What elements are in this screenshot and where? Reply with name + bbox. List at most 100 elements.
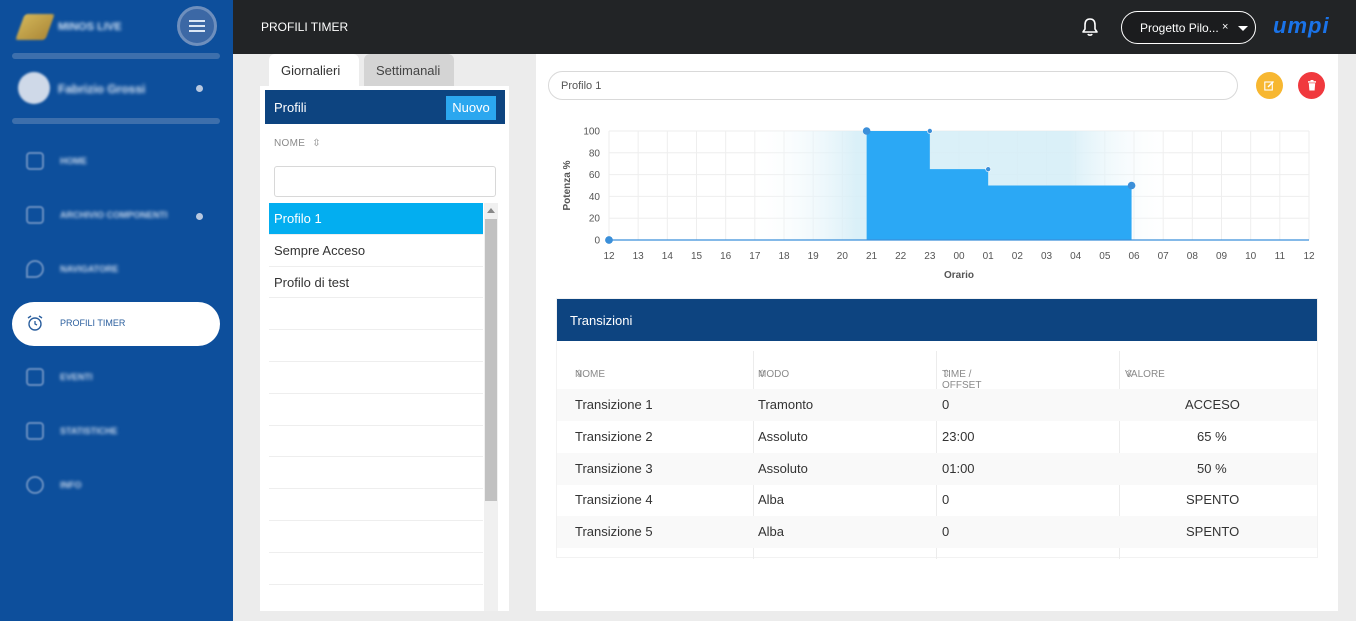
table-row[interactable]: Transizione 3 Assoluto 01:00 50 % <box>557 453 1317 485</box>
cell-modo: Assoluto <box>758 461 808 476</box>
sidebar-item-eventi[interactable]: EVENTI <box>12 356 220 400</box>
sidebar-item-profili-timer[interactable]: PROFILI TIMER <box>12 302 220 346</box>
sidebar-item-label: EVENTI <box>60 372 93 382</box>
divider <box>12 53 220 59</box>
y-tick-label: 60 <box>589 170 601 181</box>
cell-valore: 65 % <box>1197 429 1227 444</box>
chevron-down-icon <box>1238 26 1248 31</box>
delete-button[interactable] <box>1298 72 1325 99</box>
empty-row <box>269 394 483 426</box>
edit-button[interactable] <box>1256 72 1283 99</box>
sidebar-item-info[interactable]: INFO <box>12 464 220 508</box>
sidebar-item-statistiche[interactable]: STATISTICHE <box>12 410 220 454</box>
y-axis-label: Potenza % <box>562 160 573 210</box>
transition-point <box>605 236 613 244</box>
list-scrollbar[interactable] <box>484 203 498 611</box>
column-label: VALORE <box>1125 369 1165 380</box>
x-tick-label: 05 <box>1099 251 1111 262</box>
x-axis-label: Orario <box>944 270 974 281</box>
cell-nome: Transizione 5 <box>575 524 653 539</box>
column-label: MODO <box>758 369 790 380</box>
x-tick-label: 19 <box>808 251 820 262</box>
x-tick-label: 23 <box>924 251 936 262</box>
tab-settimanali[interactable]: Settimanali <box>364 54 454 86</box>
tab-giornalieri[interactable]: Giornalieri <box>269 54 359 86</box>
x-tick-label: 07 <box>1158 251 1170 262</box>
app-name: MINOS LIVE <box>58 21 122 33</box>
scroll-up-icon[interactable] <box>487 208 495 213</box>
cell-modo: Assoluto <box>758 429 808 444</box>
sidebar-item-label: ARCHIVIO COMPONENTI <box>60 210 168 220</box>
chevron-icon <box>196 213 203 220</box>
transition-point <box>985 166 991 172</box>
empty-row <box>269 521 483 553</box>
x-tick-label: 17 <box>749 251 761 262</box>
sidebar: MINOS LIVE Fabrizio Grossi HOME ARCHIVIO… <box>0 0 233 621</box>
x-tick-label: 00 <box>953 251 965 262</box>
cell-time: 0 <box>942 492 950 507</box>
table-header: NOME ⇳ MODO ⇳ TIME / OFFSET ⇳ VALORE ⇳ <box>557 363 1317 391</box>
sidebar-item-home[interactable]: HOME <box>12 140 220 184</box>
sidebar-item-archivio[interactable]: ARCHIVIO COMPONENTI <box>12 194 220 238</box>
sidebar-item-label: HOME <box>60 156 87 166</box>
cell-time: 23:00 <box>942 429 975 444</box>
profiles-panel: Profili Nuovo NOME ⇳ Profilo 1 Sempre Ac… <box>260 86 509 611</box>
list-item[interactable]: Profilo 1 <box>269 203 483 235</box>
empty-row <box>269 298 483 331</box>
sort-icon: ⇳ <box>1125 369 1134 380</box>
x-tick-label: 11 <box>1275 251 1286 262</box>
user-profile[interactable]: Fabrizio Grossi <box>18 72 218 106</box>
profile-name-input[interactable] <box>548 71 1238 100</box>
list-icon <box>26 368 44 386</box>
table-row[interactable]: Transizione 5 Alba 0 SPENTO <box>557 516 1317 548</box>
sidebar-item-label: PROFILI TIMER <box>60 318 126 328</box>
sidebar-item-label: STATISTICHE <box>60 426 118 436</box>
bell-icon[interactable] <box>1079 16 1101 38</box>
sidebar-item-label: NAVIGATORE <box>60 264 119 274</box>
cell-modo: Alba <box>758 524 785 539</box>
x-tick-label: 13 <box>633 251 645 262</box>
transitions-title: Transizioni <box>557 299 1317 341</box>
x-tick-label: 20 <box>837 251 849 262</box>
table-row[interactable]: Transizione 1 Tramonto 0 ACCESO <box>557 389 1317 421</box>
clear-icon[interactable]: × <box>1222 21 1229 33</box>
name-column-header[interactable]: NOME ⇳ <box>274 138 321 149</box>
avatar <box>18 72 50 104</box>
transition-point <box>862 127 871 135</box>
cell-nome: Transizione 3 <box>575 461 653 476</box>
x-tick-label: 02 <box>1012 251 1024 262</box>
info-icon <box>26 476 44 494</box>
page-title: PROFILI TIMER <box>261 20 349 34</box>
list-item[interactable]: Sempre Acceso <box>269 235 483 267</box>
edit-icon <box>1264 81 1274 91</box>
transitions-table: Transizioni NOME ⇳ MODO ⇳ TIME / OFFSET … <box>557 299 1317 559</box>
sort-icon: ⇳ <box>758 369 767 380</box>
table-row[interactable]: Transizione 4 Alba 0 SPENTO <box>557 484 1317 516</box>
x-tick-label: 03 <box>1041 251 1053 262</box>
profiles-title: Profili <box>274 100 307 115</box>
x-tick-label: 04 <box>1070 251 1082 262</box>
cell-nome: Transizione 1 <box>575 397 653 412</box>
power-area <box>609 131 1132 240</box>
menu-toggle-button[interactable] <box>177 6 217 46</box>
x-tick-label: 22 <box>895 251 907 262</box>
profile-filter-input[interactable] <box>274 166 496 197</box>
cart-icon <box>26 206 44 224</box>
scrollbar-thumb[interactable] <box>485 219 497 501</box>
project-select[interactable]: Progetto Pilo... × <box>1121 11 1256 44</box>
x-tick-label: 18 <box>778 251 790 262</box>
x-tick-label: 08 <box>1187 251 1199 262</box>
cell-time: 0 <box>942 397 950 412</box>
new-profile-button[interactable]: Nuovo <box>446 96 496 120</box>
empty-row <box>269 362 483 394</box>
y-tick-label: 80 <box>589 148 601 159</box>
sidebar-item-navigatore[interactable]: NAVIGATORE <box>12 248 220 292</box>
sidebar-item-label: INFO <box>60 480 82 490</box>
empty-row <box>269 330 483 362</box>
cell-nome: Transizione 2 <box>575 429 653 444</box>
list-item[interactable]: Profilo di test <box>269 267 483 299</box>
x-tick-label: 09 <box>1216 251 1228 262</box>
table-row[interactable]: Transizione 2 Assoluto 23:00 65 % <box>557 421 1317 453</box>
profiles-header: Profili Nuovo <box>265 90 505 124</box>
x-tick-label: 12 <box>1303 251 1315 262</box>
